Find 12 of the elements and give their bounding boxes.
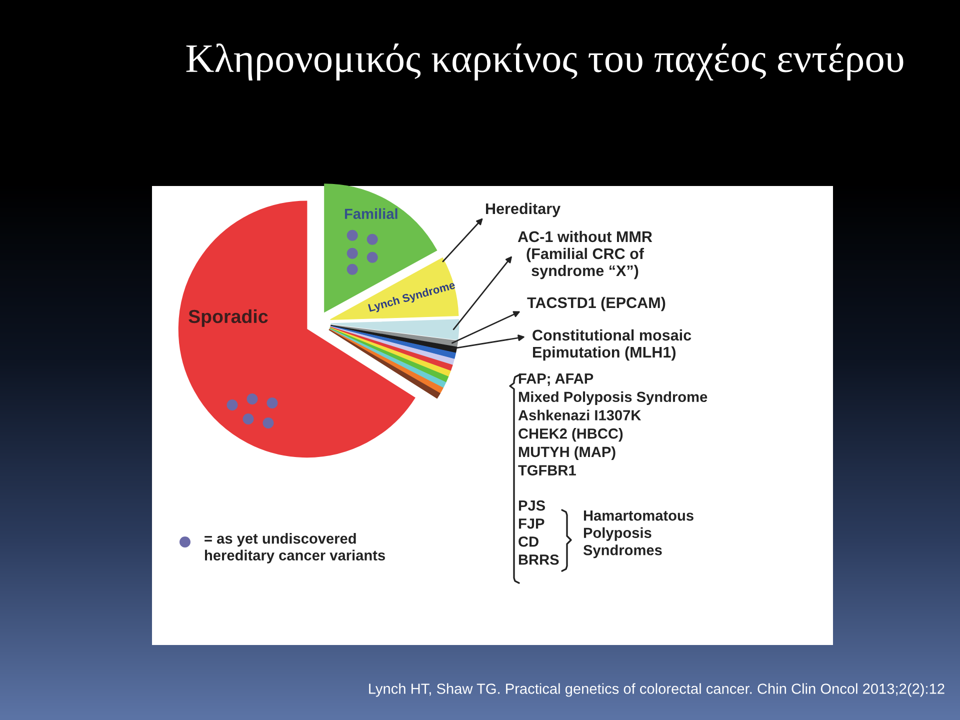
- slice-label: AC-1 without MMR (Familial CRC of syndrome “X”): [518, 230, 652, 280]
- legend-label: Constitutional mosaic Epimutation (MLH1): [532, 329, 692, 361]
- chart-title: Κληρονομικός καρκίνος του παχέος εντέρου: [186, 43, 904, 81]
- text: = as yet undiscovered hereditary cancer variants: [204, 533, 385, 564]
- text: FAP; AFAP Mixed Polyposis Syndrome Ashkenazi I1307K CHEK2 (HBCC) MUTYH (MAP) TGFBR1: [518, 374, 708, 476]
- slice-label: Familial: [344, 208, 398, 220]
- text: PJS FJP CD BRRS: [518, 500, 559, 565]
- text: Hamartomatous Polyposis Syndromes: [583, 510, 694, 558]
- text: Lynch HT, Shaw TG. Practical genetics of colorectal cancer. Chin Clin Oncol 2013;2(2):12: [369, 683, 944, 697]
- slice-label: Sporadic: [188, 309, 268, 327]
- slice-label: TACSTD1 (EPCAM): [527, 296, 666, 312]
- text: Hereditary: [486, 202, 560, 218]
